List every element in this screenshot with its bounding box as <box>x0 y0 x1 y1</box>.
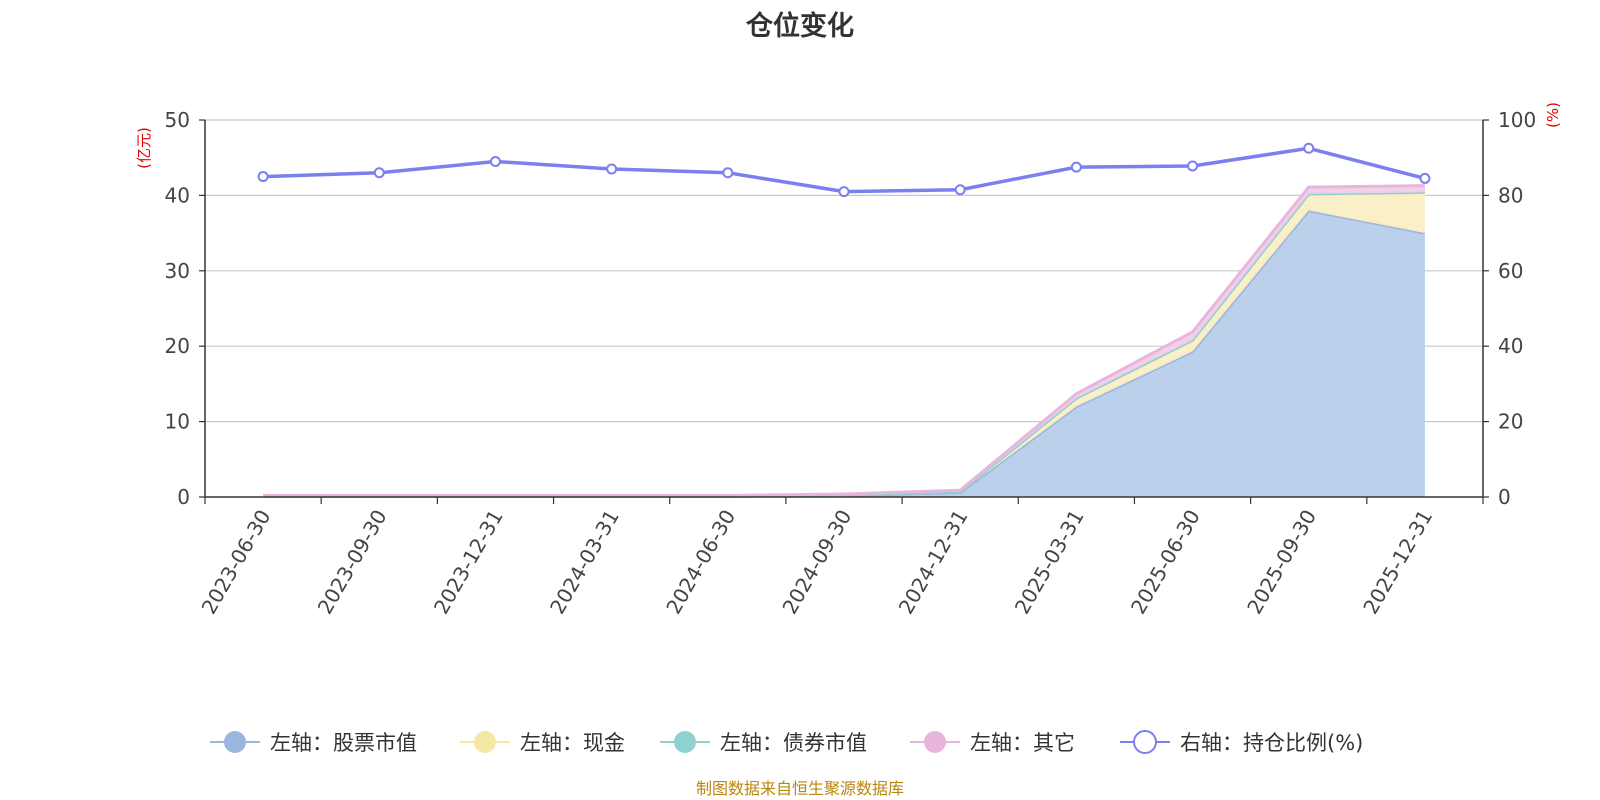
x-axis-tick-label: 2024-09-30 <box>777 506 856 619</box>
line-point <box>1187 160 1199 172</box>
legend-label-3: 左轴：其它 <box>970 731 1075 755</box>
line-point <box>1303 142 1315 154</box>
x-axis-tick-label: 2023-06-30 <box>197 506 276 619</box>
line-point <box>954 184 966 196</box>
legend-label-0: 左轴：股票市值 <box>270 731 417 755</box>
x-axis-tick-label: 2023-09-30 <box>313 506 392 619</box>
x-axis-tick-label: 2025-03-31 <box>1010 506 1089 619</box>
x-axis-tick-label: 2024-03-31 <box>545 506 624 619</box>
x-axis-tick-label: 2023-12-31 <box>429 506 508 619</box>
right-axis-tick-label: 100 <box>1498 108 1536 132</box>
line-point <box>722 167 734 179</box>
legend: 左轴：股票市值 左轴：现金 左轴：债券市值 左轴：其它 右轴：持仓比例(%) <box>210 730 1363 755</box>
legend-marker-2 <box>674 731 696 753</box>
line-point <box>489 155 501 167</box>
legend-label-4: 右轴：持仓比例(%) <box>1180 731 1363 755</box>
x-axis-tick-label: 2025-06-30 <box>1126 506 1205 619</box>
left-axis-tick-label: 20 <box>165 334 190 358</box>
left-axis-tick-label: 50 <box>165 108 190 132</box>
legend-marker-0 <box>224 731 246 753</box>
left-axis-tick-label: 30 <box>165 259 190 283</box>
area-series-edge-3 <box>263 184 1425 497</box>
legend-marker-1 <box>474 731 496 753</box>
left-axis-tick-label: 10 <box>165 410 190 434</box>
right-axis-tick-label: 0 <box>1498 485 1511 509</box>
data-source-note: 制图数据来自恒生聚源数据库 <box>695 779 904 798</box>
right-axis-unit: (%) <box>1544 102 1562 128</box>
x-axis-tick-label: 2024-12-31 <box>894 506 973 619</box>
x-axis-tick-label: 2025-12-31 <box>1358 506 1437 619</box>
line-point <box>838 186 850 198</box>
x-axis-tick-label: 2025-09-30 <box>1242 506 1321 619</box>
left-axis-unit: (亿元) <box>135 127 153 169</box>
area-series-1 <box>263 192 1425 497</box>
right-axis-tick-label: 80 <box>1498 183 1523 207</box>
stacked-areas <box>263 184 1426 498</box>
legend-marker-3 <box>924 731 946 753</box>
line-point <box>257 171 269 183</box>
legend-marker-4 <box>1133 730 1157 754</box>
left-axis-tick-label: 0 <box>177 485 190 509</box>
line-point <box>1070 161 1082 173</box>
line-series-4 <box>263 146 1426 194</box>
right-axis-tick-label: 60 <box>1498 259 1523 283</box>
chart-title: 仓位变化 <box>746 11 854 42</box>
holding-ratio-line <box>257 142 1431 198</box>
legend-label-2: 左轴：债券市值 <box>720 731 867 755</box>
line-point <box>606 163 618 175</box>
line-point <box>373 167 385 179</box>
line-point <box>1419 172 1431 184</box>
area-series-0 <box>263 210 1425 497</box>
left-axis-tick-label: 40 <box>165 183 190 207</box>
x-axis-tick-label: 2024-06-30 <box>661 506 740 619</box>
right-axis-tick-label: 40 <box>1498 334 1523 358</box>
legend-label-1: 左轴：现金 <box>520 731 625 755</box>
right-axis-tick-label: 20 <box>1498 410 1523 434</box>
